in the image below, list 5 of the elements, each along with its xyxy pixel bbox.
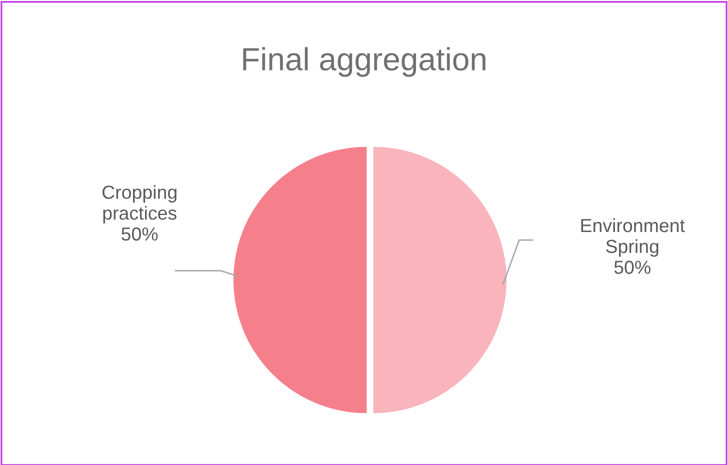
data-label: 50% bbox=[614, 260, 650, 274]
data-label: 50% bbox=[122, 227, 158, 241]
slice-label: Cropping practices bbox=[102, 185, 176, 224]
slice-label: Environment Spring bbox=[581, 218, 685, 257]
chart-title: Final aggregation bbox=[243, 47, 486, 77]
